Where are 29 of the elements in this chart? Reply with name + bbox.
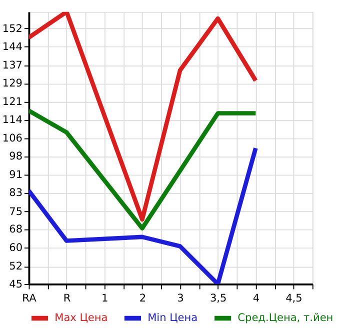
x-tick-label: 3 bbox=[177, 292, 184, 305]
y-tick-label: 45 bbox=[9, 278, 23, 290]
y-tick-label: 68 bbox=[9, 224, 23, 236]
x-tick-label: 4 bbox=[252, 292, 260, 305]
y-tick-label: 152 bbox=[2, 22, 23, 35]
y-tick-label: 75 bbox=[9, 206, 23, 218]
legend-label: Max Цена bbox=[54, 312, 108, 324]
legend-label: Сред.Цена, т.йен bbox=[238, 312, 334, 324]
line-series bbox=[28, 12, 258, 222]
line-series bbox=[28, 108, 258, 231]
y-tick-label: 106 bbox=[2, 132, 23, 144]
x-tick-label: RA bbox=[22, 292, 38, 305]
y-tick-label: 137 bbox=[2, 59, 23, 72]
x-tick-label: 1 bbox=[102, 292, 108, 305]
y-tick-label: 114 bbox=[2, 114, 23, 126]
y-tick-label: 83 bbox=[9, 187, 23, 200]
y-tick-label: 129 bbox=[2, 78, 23, 90]
x-tick-label: 2 bbox=[139, 292, 146, 305]
x-tick-label: R bbox=[63, 292, 72, 305]
y-tick-label: 121 bbox=[2, 96, 23, 108]
legend-label: Min Цена bbox=[148, 312, 198, 324]
y-tick-label: 52 bbox=[9, 260, 23, 273]
y-tick-label: 144 bbox=[2, 41, 23, 54]
y-tick-label: 98 bbox=[9, 150, 23, 163]
line-series bbox=[28, 146, 258, 284]
y-tick-label: 91 bbox=[9, 168, 23, 181]
x-tick-label: 4,5 bbox=[286, 292, 302, 305]
x-tick-label: 3,5 bbox=[210, 292, 227, 305]
y-tick-label: 60 bbox=[9, 242, 23, 254]
